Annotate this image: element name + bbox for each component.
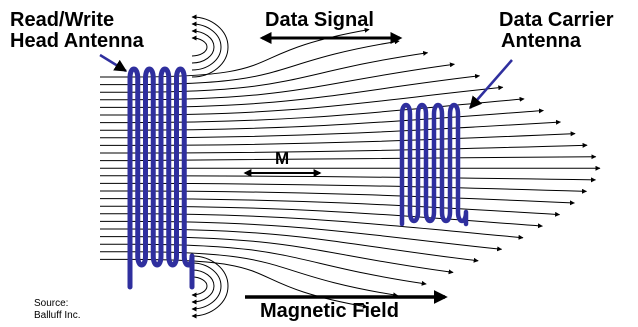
field-line — [100, 50, 429, 93]
coil-winding — [127, 66, 195, 290]
read-write-head-label: Read/Write Head Antenna — [10, 10, 144, 52]
field-loop — [191, 262, 222, 312]
data-carrier-label-line1: Data Carrier — [499, 9, 614, 31]
field-line — [100, 190, 575, 206]
field-line — [100, 243, 427, 286]
read-write-pointer-arrow — [99, 53, 128, 73]
field-loop — [191, 35, 208, 57]
source-credit: Source: Balluff Inc. — [34, 298, 81, 321]
data-carrier-label: Data Carrier Antenna — [499, 10, 614, 52]
field-line — [100, 142, 588, 154]
field-line — [100, 175, 596, 183]
field-line — [100, 96, 525, 124]
source-line1: Source: — [34, 298, 69, 309]
field-line — [100, 131, 576, 146]
data-signal-label: Data Signal — [265, 9, 374, 31]
read-write-label-line2: Head Antenna — [10, 30, 144, 52]
read-write-label-line1: Read/Write — [10, 9, 115, 31]
read-write-head-coil — [127, 66, 195, 290]
magnetic-field-label: Magnetic Field — [260, 300, 399, 322]
field-loop — [191, 269, 215, 305]
source-line2: Balluff Inc. — [34, 309, 81, 321]
field-line — [100, 182, 587, 194]
field-loop — [191, 14, 229, 78]
field-loops-top — [191, 14, 229, 78]
data-carrier-pointer-arrow — [469, 59, 513, 109]
field-loop — [191, 21, 222, 71]
data-carrier-coil — [399, 102, 469, 227]
field-loop — [191, 255, 229, 319]
field-line — [100, 73, 480, 108]
coil-winding — [399, 102, 469, 227]
field-loop — [191, 28, 215, 64]
field-line — [100, 228, 479, 263]
field-loop — [191, 276, 208, 298]
data-carrier-label-line2: Antenna — [501, 30, 581, 52]
field-loops-bottom — [191, 255, 229, 319]
m-label: M — [275, 149, 290, 168]
